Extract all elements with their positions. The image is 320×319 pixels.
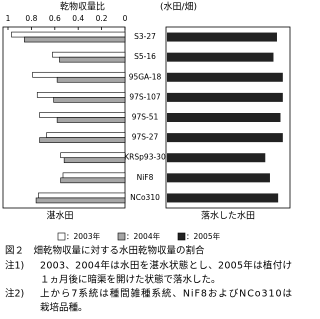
x-tick-label: 0.4 <box>72 14 84 23</box>
bar <box>32 71 126 78</box>
category-label: 97S-51 <box>132 113 159 122</box>
category-label: S3-27 <box>134 32 156 41</box>
note-label: 注2) <box>5 288 24 300</box>
left-panel-label: 湛水田 <box>46 210 73 222</box>
note-line: 栽培品種。 <box>40 302 88 314</box>
bar <box>167 32 277 42</box>
bar <box>59 56 126 63</box>
bar <box>35 197 126 204</box>
bar <box>167 193 279 203</box>
bar <box>63 157 126 164</box>
category-label: 97S-27 <box>132 133 159 142</box>
bar <box>62 172 126 179</box>
legend-label: ：2005年 <box>186 231 221 241</box>
bar <box>24 36 126 43</box>
bar <box>167 72 283 82</box>
category-label: 97S-107 <box>129 92 161 101</box>
category-label: NiF8 <box>137 173 154 182</box>
note-line: 上から7系統は種間雑種系統、NiF8およびNCo310は <box>40 288 292 300</box>
chart-subtitle: (水田/畑) <box>160 1 197 13</box>
chart-title: 乾物収量比 <box>60 1 105 13</box>
note-line: 2003、2004年は水田を湛水状態とし、2005年は植付け <box>40 260 292 272</box>
figure: 乾物収量比 (水田/畑) 湛水田 落水した水田 図２ 畑乾物収量に対する水田乾物… <box>2 1 292 314</box>
right-panel-frame <box>165 26 291 209</box>
category-label: KRSp93-30 <box>124 153 166 162</box>
bar <box>11 31 126 38</box>
legend-swatch <box>177 232 186 241</box>
x-tick-label: 0.6 <box>49 14 61 23</box>
note-label: 注1) <box>5 260 24 272</box>
bar <box>60 152 126 159</box>
bar <box>39 112 126 118</box>
category-label: 95GA-18 <box>129 72 162 81</box>
category-label: S5-16 <box>134 52 156 61</box>
caption-title: 図２ 畑乾物収量に対する水田乾物収量の割合 <box>5 245 205 257</box>
x-tick-label: 1 <box>6 14 11 23</box>
x-tick-label: 0.2 <box>96 14 108 23</box>
bar <box>167 113 281 122</box>
right-panel-label: 落水した水田 <box>201 210 255 222</box>
note-line: １ヵ月後に暗渠を開けた状態で落水した。 <box>40 274 221 286</box>
bar <box>56 117 126 123</box>
x-tick-label: 0 <box>123 14 128 23</box>
legend-label: ：2004年 <box>126 231 161 241</box>
x-tick-label: 0.8 <box>25 14 37 23</box>
category-label: NCo310 <box>130 193 160 202</box>
bar <box>52 51 126 58</box>
legend-label: ：2003年 <box>66 231 101 241</box>
bar <box>36 92 126 98</box>
legend-swatch <box>57 232 66 241</box>
bar <box>167 133 283 143</box>
bar <box>53 97 126 103</box>
legend-swatch <box>117 232 126 241</box>
bar <box>39 137 126 143</box>
bar <box>167 153 266 163</box>
bar <box>38 192 126 199</box>
bar <box>56 76 126 83</box>
bar <box>60 177 126 184</box>
bar <box>167 92 283 102</box>
bar <box>167 52 274 62</box>
bar <box>46 132 126 138</box>
bar <box>167 173 270 183</box>
